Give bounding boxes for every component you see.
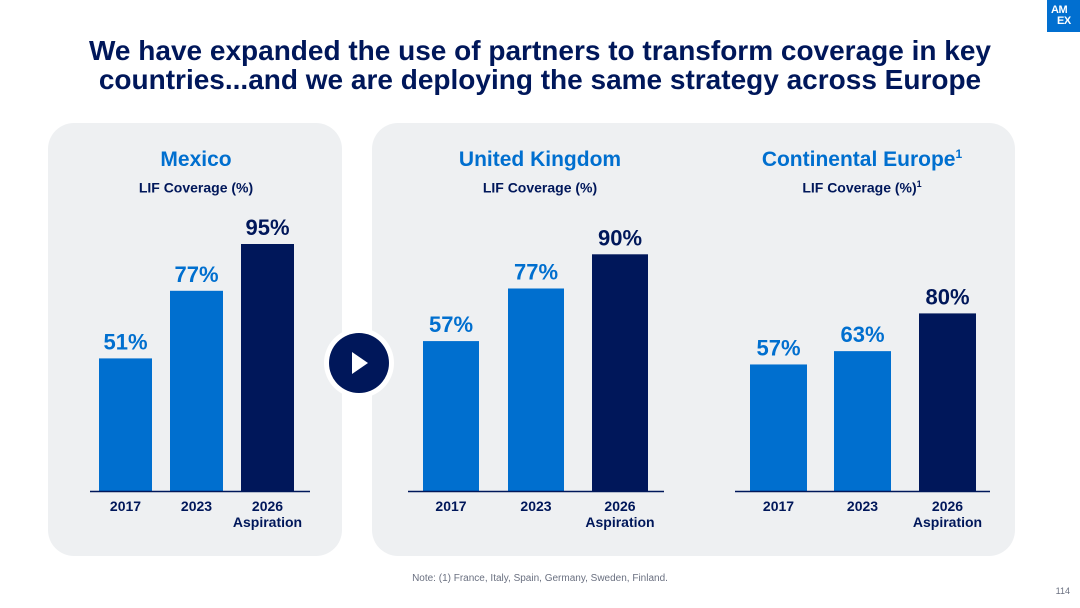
page-number: 114	[1055, 586, 1070, 596]
category-label-uk-2026: 2026	[604, 498, 635, 514]
value-label-continental-europe-2023: 63%	[840, 322, 884, 347]
value-label-uk-2026: 90%	[598, 225, 642, 250]
play-button[interactable]	[324, 328, 394, 398]
category-sublabel-mexico-2026: Aspiration	[233, 514, 302, 530]
category-label-mexico-2023: 2023	[181, 498, 212, 514]
bar-continental-europe-2026	[919, 313, 976, 491]
uk-europe-panel	[372, 123, 1015, 556]
category-label-continental-europe-2023: 2023	[847, 498, 878, 514]
bar-uk-2023	[508, 288, 564, 491]
logo-line-1: AM	[1051, 4, 1068, 16]
chart-subtitle-continental-europe: LIF Coverage (%)1	[802, 179, 922, 196]
value-label-uk-2017: 57%	[429, 312, 473, 337]
chart-title-mexico: Mexico	[160, 148, 232, 171]
logo-line-2: EX	[1057, 15, 1071, 27]
category-label-mexico-2017: 2017	[110, 498, 141, 514]
category-label-uk-2023: 2023	[520, 498, 551, 514]
value-label-mexico-2023: 77%	[174, 262, 218, 287]
chart-subtitle-mexico: LIF Coverage (%)	[138, 179, 254, 196]
value-label-uk-2023: 77%	[514, 259, 558, 284]
value-label-mexico-2026: 95%	[245, 215, 289, 240]
footnote: Note: (1) France, Italy, Spain, Germany,…	[412, 573, 668, 584]
bar-continental-europe-2017	[750, 364, 807, 491]
play-icon	[352, 352, 368, 374]
page-title-line-2: countries...and we are deploying the sam…	[98, 64, 982, 95]
bar-continental-europe-2023	[834, 351, 891, 491]
chart-title-continental-europe: Continental Europe1	[761, 147, 963, 171]
bar-mexico-2023	[170, 290, 223, 491]
category-label-continental-europe-2026: 2026	[932, 498, 963, 514]
bar-mexico-2017	[99, 358, 152, 491]
page-title-line-1: We have expanded the use of partners to …	[89, 35, 991, 66]
chart-subtitle-uk: LIF Coverage (%)	[482, 179, 598, 196]
bar-uk-2017	[423, 341, 479, 491]
chart-title-uk: United Kingdom	[458, 148, 622, 171]
category-label-uk-2017: 2017	[435, 498, 466, 514]
bar-mexico-2026	[241, 244, 294, 491]
page-title: We have expanded the use of partners to …	[40, 36, 1040, 94]
amex-logo: AM EX	[1047, 0, 1080, 32]
category-label-continental-europe-2017: 2017	[763, 498, 794, 514]
value-label-continental-europe-2017: 57%	[756, 335, 800, 360]
value-label-mexico-2017: 51%	[103, 329, 147, 354]
category-sublabel-continental-europe-2026: Aspiration	[913, 514, 982, 530]
bar-uk-2026	[592, 254, 648, 491]
value-label-continental-europe-2026: 80%	[925, 284, 969, 309]
category-sublabel-uk-2026: Aspiration	[585, 514, 654, 530]
category-label-mexico-2026: 2026	[252, 498, 283, 514]
